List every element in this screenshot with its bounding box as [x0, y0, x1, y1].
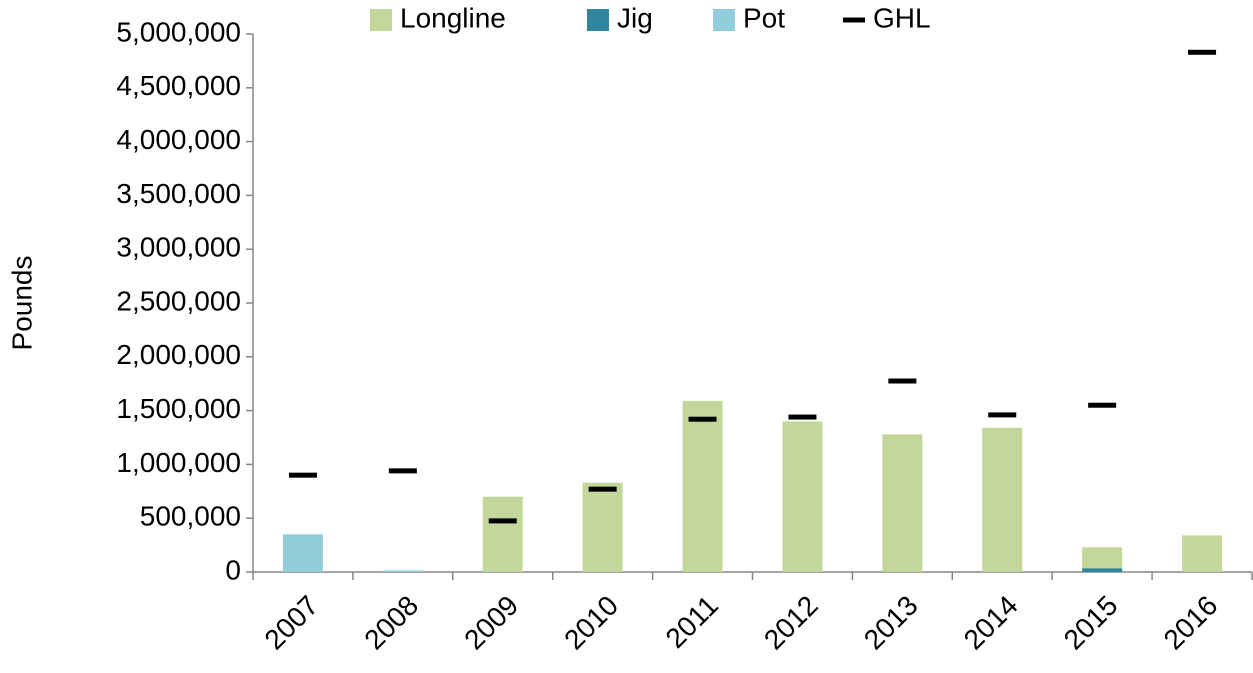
legend-label: Pot: [743, 2, 785, 33]
bar-segment: [1082, 568, 1123, 572]
y-tick-label: 2,000,000: [116, 339, 241, 370]
ghl-marker: [588, 486, 617, 492]
y-axis-label: Pounds: [6, 256, 37, 351]
bar-segment: [982, 427, 1023, 572]
bar-segment: [1182, 535, 1223, 572]
bar-segment: [582, 482, 623, 572]
ghl-marker: [1088, 402, 1117, 408]
y-tick-label: 2,500,000: [116, 285, 241, 316]
x-tick-label: 2015: [1058, 590, 1124, 656]
bar-segment: [882, 434, 923, 572]
x-tick-label: 2008: [358, 590, 424, 656]
legend-label: Jig: [617, 2, 653, 33]
y-tick-label: 4,000,000: [116, 124, 241, 155]
bar-segment: [482, 496, 523, 572]
y-tick-label: 500,000: [140, 501, 241, 532]
x-tick-label: 2016: [1158, 590, 1224, 656]
legend-swatch: [587, 9, 609, 31]
ghl-marker: [288, 472, 317, 478]
ghl-marker: [688, 416, 717, 422]
ghl-marker: [988, 412, 1017, 418]
x-tick-label: 2011: [660, 590, 725, 655]
x-tick-label: 2010: [558, 590, 624, 656]
bar-segment: [282, 534, 323, 572]
x-tick-label: 2013: [858, 590, 924, 656]
y-tick-label: 3,000,000: [116, 232, 241, 263]
legend-label: Longline: [400, 2, 506, 33]
ghl-marker: [788, 414, 817, 420]
legend-swatch: [843, 17, 865, 23]
y-tick-label: 0: [225, 554, 241, 585]
y-tick-label: 5,000,000: [116, 16, 241, 47]
ghl-marker: [388, 468, 417, 474]
bar-segment: [1082, 547, 1123, 569]
y-tick-label: 3,500,000: [116, 178, 241, 209]
ghl-marker: [1188, 49, 1217, 55]
x-tick-label: 2014: [958, 590, 1024, 656]
x-tick-label: 2007: [258, 590, 324, 656]
y-tick-label: 1,500,000: [116, 393, 241, 424]
ghl-marker: [488, 518, 517, 524]
x-tick-label: 2012: [758, 590, 824, 656]
bar-segment: [382, 570, 423, 572]
legend-swatch: [370, 9, 392, 31]
y-tick-label: 4,500,000: [116, 70, 241, 101]
legend-swatch: [713, 9, 735, 31]
x-tick-label: 2009: [458, 590, 524, 656]
legend-label: GHL: [873, 2, 931, 33]
y-tick-label: 1,000,000: [116, 447, 241, 478]
bar-segment: [682, 400, 723, 572]
bar-segment: [782, 421, 823, 572]
ghl-marker: [888, 378, 917, 384]
